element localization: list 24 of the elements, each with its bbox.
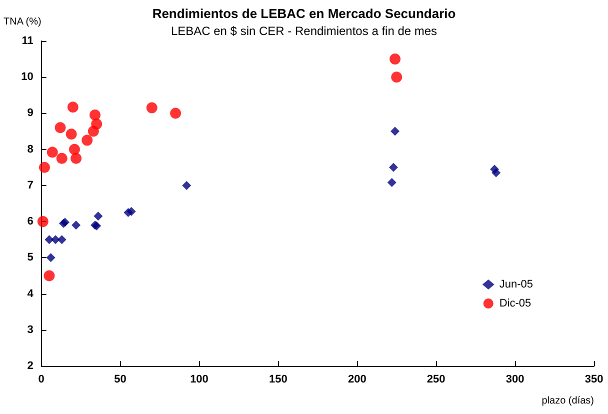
chart-title: Rendimientos de LEBAC en Mercado Secundario [152, 6, 456, 21]
y-tick-label: 4 [27, 288, 34, 300]
y-tick-label: 7 [27, 179, 34, 192]
x-tick-label: 200 [348, 374, 366, 386]
legend-label: Dic-05 [499, 298, 532, 310]
x-tick-label: 0 [38, 374, 44, 386]
y-tick-label: 10 [21, 71, 34, 84]
y-tick-label: 2 [27, 360, 34, 372]
y-tick-label: 11 [22, 35, 34, 47]
y-tick-label: 8 [27, 143, 34, 156]
x-tick-label: 350 [584, 374, 604, 386]
y-tick-label: 6 [27, 216, 34, 228]
x-tick-label: 250 [426, 374, 446, 386]
x-tick-label: 150 [269, 374, 288, 386]
y-tick-label: 3 [27, 324, 34, 336]
x-tick-label: 100 [190, 374, 208, 386]
x-tick-label: 50 [114, 374, 126, 386]
chart-subtitle: LEBAC en $ sin CER - Rendimientos a fin de mes [170, 24, 438, 38]
y-tick-label: 5 [27, 252, 34, 264]
legend-label: Jun-05 [499, 278, 534, 290]
x-axis-title: plazo (días) [542, 396, 594, 406]
y-axis-title: TNA (%) [4, 16, 42, 28]
x-tick-label: 300 [506, 374, 524, 386]
y-tick-label: 9 [27, 107, 34, 120]
